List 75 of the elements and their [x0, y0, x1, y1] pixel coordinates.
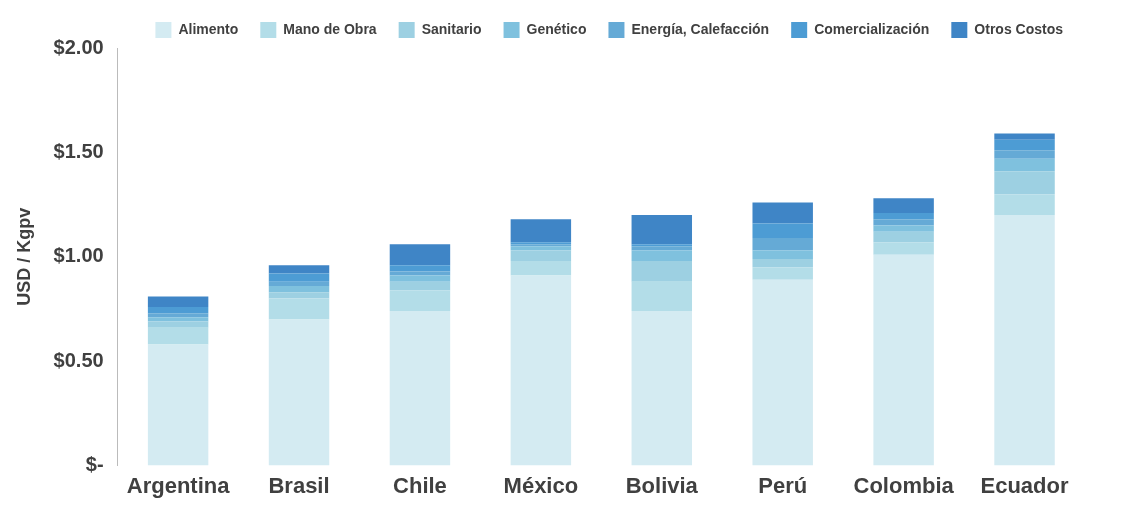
legend-label: Genético	[526, 20, 587, 37]
bar	[873, 231, 934, 243]
x-tick-label: Argentina	[126, 472, 231, 498]
bar	[873, 242, 934, 255]
bar	[994, 215, 1055, 466]
bar	[752, 250, 813, 259]
y-tick-label: $1.00	[53, 244, 104, 267]
bar	[510, 246, 572, 251]
legend-label: Mano de Obra	[283, 20, 377, 37]
bar	[268, 281, 330, 287]
bar	[510, 260, 572, 276]
x-tick-label: Perú	[758, 472, 808, 498]
x-tick-label: Bolivia	[625, 472, 699, 498]
bar	[994, 139, 1055, 151]
bar	[510, 219, 572, 243]
bar	[994, 194, 1055, 216]
bar	[147, 317, 209, 322]
y-tick-label: $-	[85, 453, 104, 476]
bar	[268, 265, 330, 274]
bar	[752, 238, 813, 251]
bar	[510, 275, 572, 466]
bar	[147, 313, 209, 318]
bar	[389, 244, 451, 266]
bar	[147, 327, 209, 345]
bar	[147, 306, 209, 314]
y-tick-label: $1.50	[53, 139, 104, 162]
legend-label: Sanitario	[421, 20, 482, 37]
x-tick-label: Chile	[393, 472, 447, 498]
x-tick-label: Ecuador	[980, 472, 1069, 498]
bar	[631, 281, 693, 312]
bar	[994, 171, 1055, 195]
bar	[147, 321, 209, 328]
bar	[268, 273, 330, 282]
y-tick-label: $2.00	[53, 35, 104, 58]
bar	[631, 250, 693, 261]
bar	[873, 198, 934, 213]
bar	[752, 202, 813, 224]
bar	[752, 267, 813, 280]
bar	[268, 292, 330, 299]
bar	[147, 296, 209, 307]
bar	[631, 311, 693, 466]
bar	[389, 271, 451, 276]
legend-label: Comercialización	[814, 20, 930, 37]
bar	[752, 279, 813, 466]
x-tick-label: México	[503, 472, 579, 498]
bar	[631, 246, 693, 251]
bar	[994, 158, 1055, 172]
bar	[389, 265, 451, 272]
bar	[752, 258, 813, 268]
legend-label: Energía, Calefacción	[631, 20, 770, 37]
bar	[752, 223, 813, 239]
bar	[389, 275, 451, 282]
y-axis-title: USD / Kgpv	[13, 207, 34, 306]
bar	[994, 150, 1055, 159]
bar	[389, 311, 451, 466]
bar	[510, 250, 572, 261]
bar	[389, 290, 451, 312]
x-tick-label: Colombia	[853, 472, 955, 498]
y-tick-label: $0.50	[53, 348, 104, 371]
bar	[268, 286, 330, 293]
bar	[873, 212, 934, 220]
bar	[631, 260, 693, 282]
legend-label: Otros Costos	[974, 20, 1064, 37]
x-tick-label: Brasil	[268, 472, 330, 498]
bar	[873, 254, 934, 466]
bar	[268, 298, 330, 320]
bar	[873, 219, 934, 226]
bar	[994, 133, 1055, 140]
bar	[631, 215, 693, 245]
legend-label: Alimento	[178, 20, 239, 37]
bar	[268, 319, 330, 466]
bar	[147, 344, 209, 466]
bar	[389, 281, 451, 291]
bar	[631, 244, 693, 247]
bar	[873, 225, 934, 232]
